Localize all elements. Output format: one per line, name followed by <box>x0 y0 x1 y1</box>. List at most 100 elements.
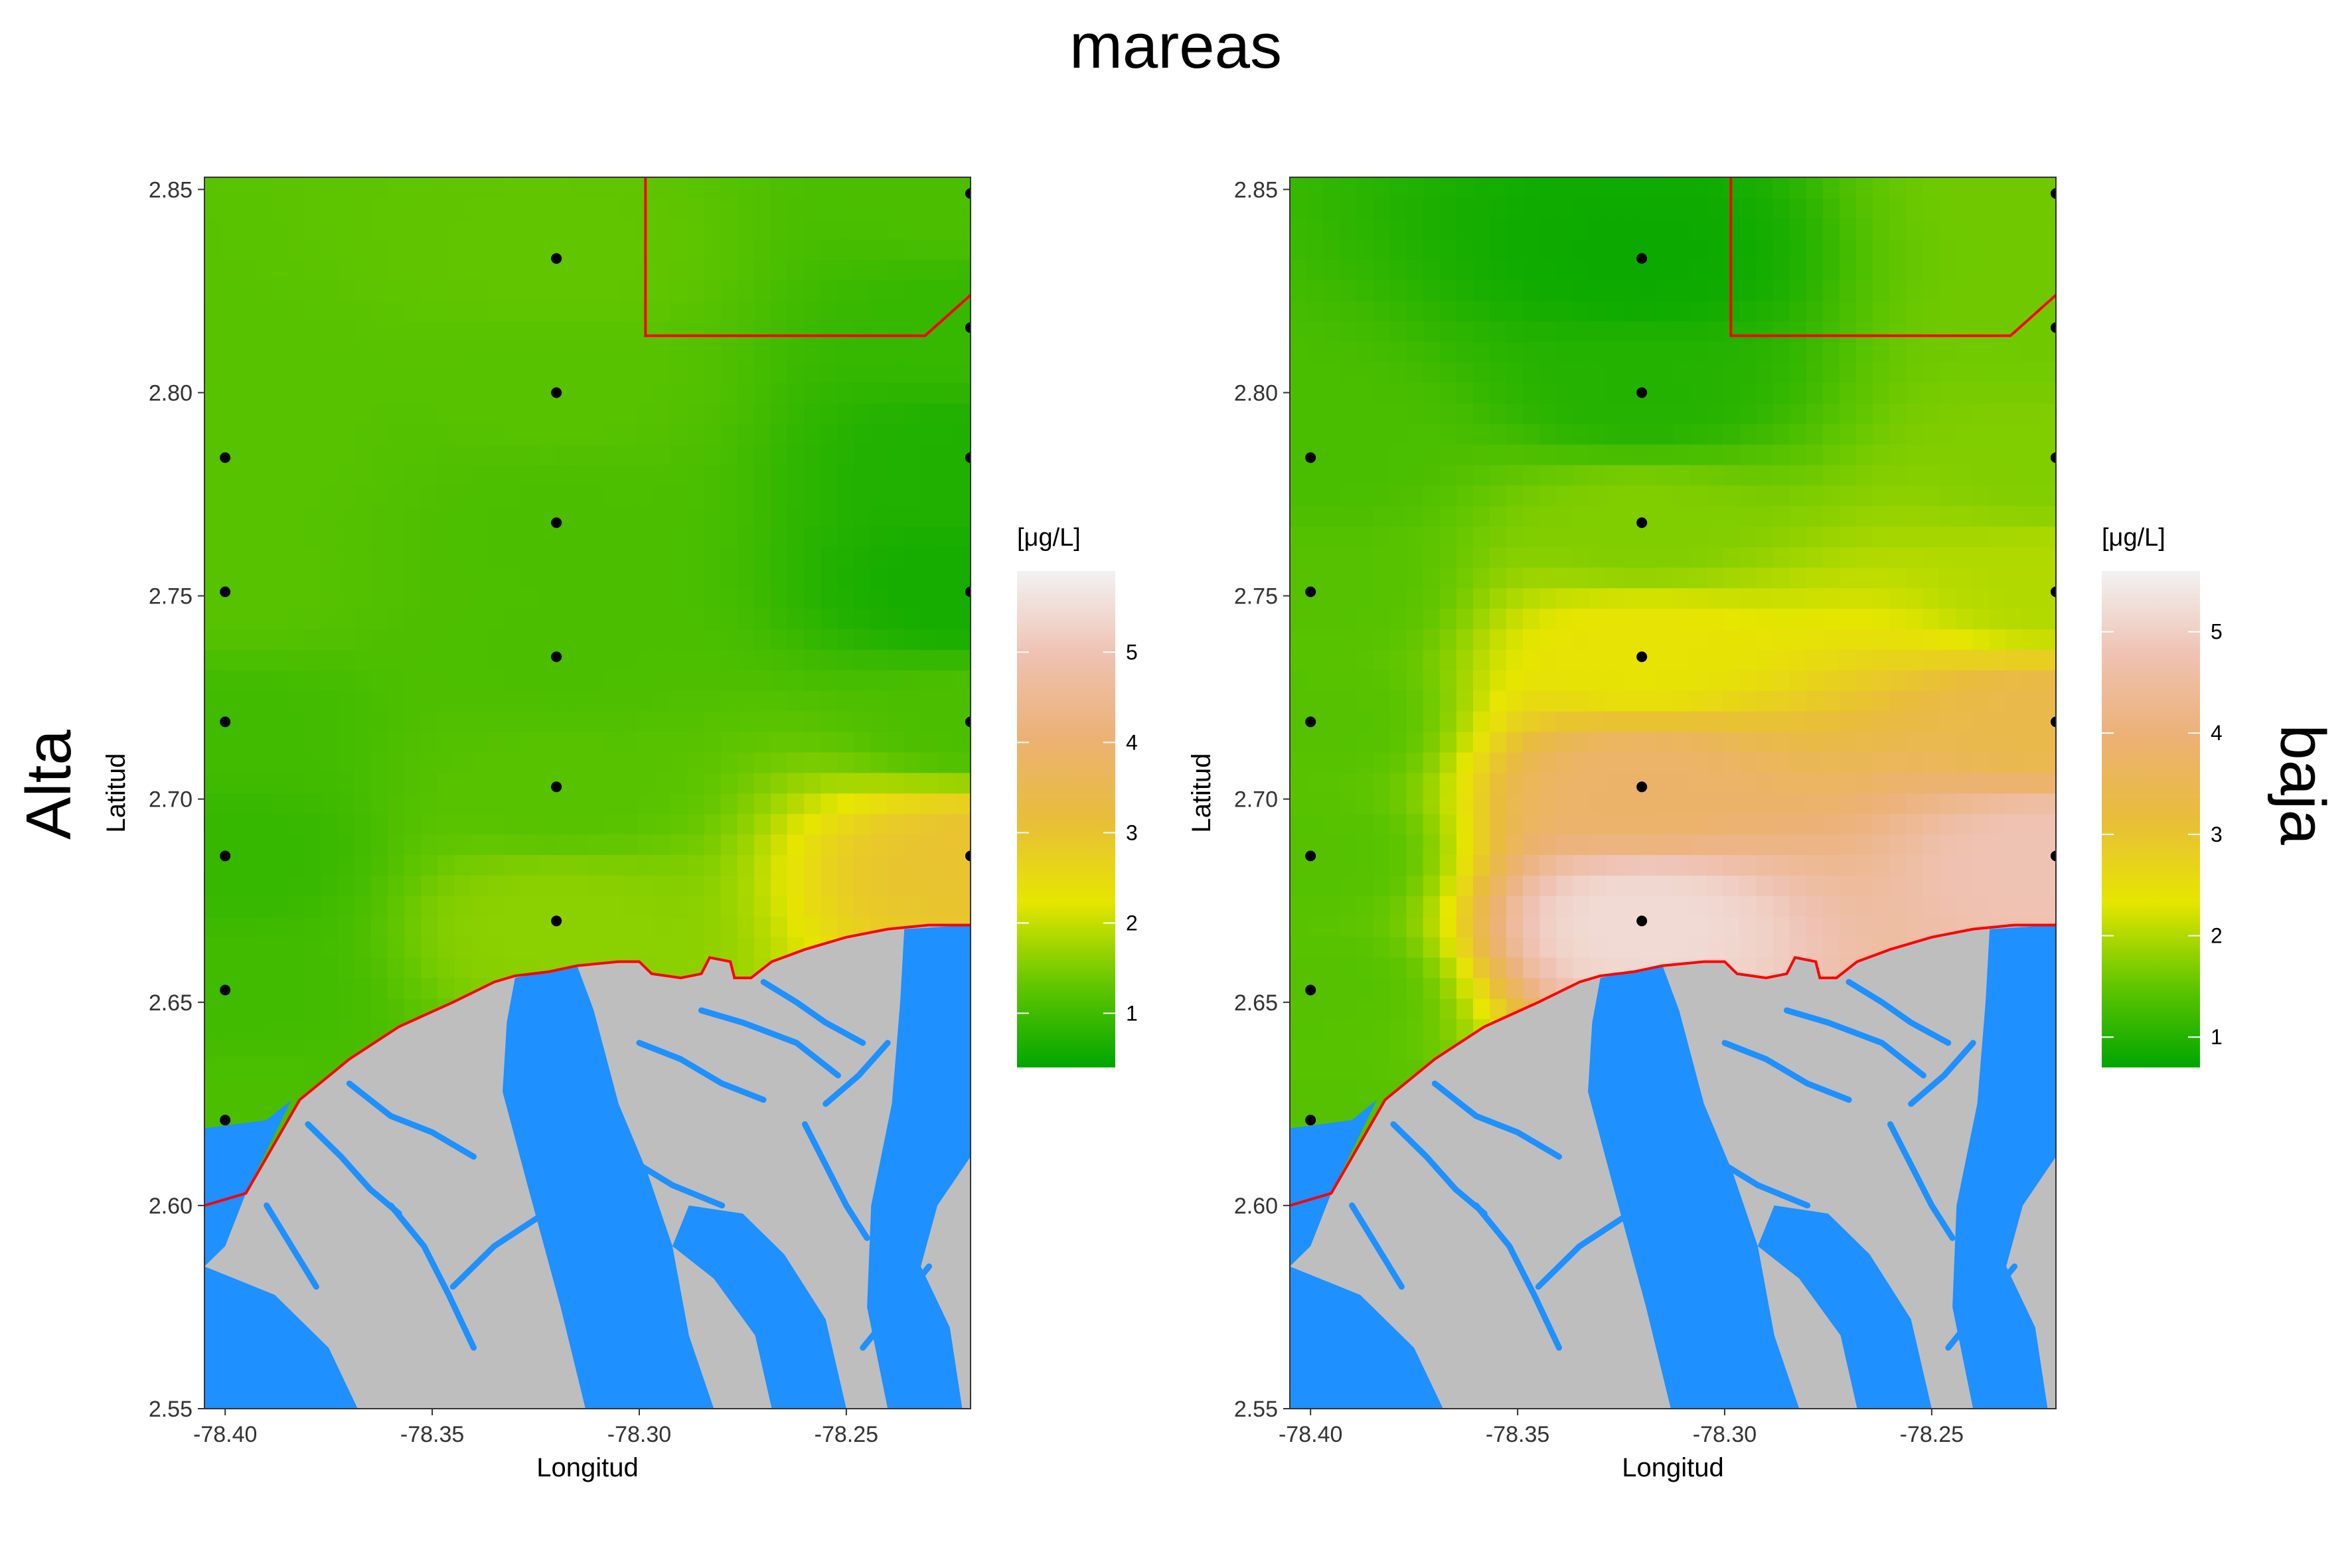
heatmap-cell <box>953 793 971 815</box>
heatmap-cell <box>1706 936 1724 958</box>
heatmap-cell <box>1356 546 1374 568</box>
heatmap-cell <box>287 403 305 424</box>
heatmap-cell <box>504 813 522 835</box>
heatmap-cell <box>720 710 738 732</box>
heatmap-cell <box>1989 793 2007 815</box>
heatmap-cell <box>1290 464 1307 486</box>
heatmap-cell <box>1589 588 1607 609</box>
heatmap-cell <box>1972 731 1990 753</box>
heatmap-cell <box>487 772 505 794</box>
station-point <box>551 253 562 264</box>
legend-tick-label: 4 <box>1126 730 1138 754</box>
heatmap-cell <box>1523 875 1541 896</box>
heatmap-cell <box>1989 710 2007 732</box>
heatmap-cell <box>271 259 289 281</box>
heatmap-cell <box>1556 936 1574 958</box>
heatmap-cell <box>454 464 472 486</box>
heatmap-cell <box>570 238 588 260</box>
heatmap-cell <box>1423 977 1441 999</box>
heatmap-cell <box>821 546 838 568</box>
heatmap-cell <box>1473 690 1490 712</box>
heatmap-cell <box>304 834 322 855</box>
heatmap-cell <box>1490 957 1507 979</box>
heatmap-cell <box>421 485 438 507</box>
heatmap-cell <box>854 710 872 732</box>
heatmap-cell <box>1856 916 1873 937</box>
heatmap-cell <box>437 854 455 876</box>
heatmap-cell <box>804 526 821 548</box>
creek <box>449 1202 560 1290</box>
heatmap-cell <box>2039 731 2056 753</box>
heatmap-cell <box>337 464 355 486</box>
heatmap-cell <box>204 588 222 609</box>
heatmap-cell <box>1406 567 1424 589</box>
heatmap-cell <box>1723 751 1741 773</box>
heatmap-cell <box>753 936 771 958</box>
heatmap-cell <box>937 834 955 855</box>
heatmap-cell <box>604 649 621 670</box>
heatmap-cell <box>1856 526 1873 548</box>
heatmap-cell <box>1723 464 1741 486</box>
heatmap-cell <box>920 690 938 712</box>
heatmap-cell <box>321 957 339 979</box>
heatmap-cell <box>787 670 805 691</box>
heatmap-cell <box>337 300 355 322</box>
heatmap-cell <box>1856 670 1873 691</box>
heatmap-cell <box>337 916 355 937</box>
heatmap-cell <box>2039 464 2056 486</box>
heatmap-cell <box>1673 608 1690 629</box>
heatmap-cell <box>937 485 955 507</box>
heatmap-cell <box>753 197 771 219</box>
heatmap-cell <box>821 588 838 609</box>
heatmap-cell <box>687 238 705 260</box>
heatmap-cell <box>304 710 322 732</box>
heatmap-cell <box>1656 608 1674 629</box>
heatmap-cell <box>1439 977 1457 999</box>
heatmap-cell <box>753 238 771 260</box>
heatmap-cell <box>1939 875 1957 896</box>
heatmap-cell <box>1373 772 1391 794</box>
heatmap-cell <box>238 977 256 999</box>
heatmap-cell <box>1389 813 1407 835</box>
heatmap-cell <box>421 321 438 343</box>
heatmap-cell <box>304 567 322 589</box>
heatmap-cell <box>1439 464 1457 486</box>
heatmap-cell <box>520 505 538 527</box>
heatmap-cell <box>821 238 838 260</box>
heatmap-cell <box>937 546 955 568</box>
heatmap-cell <box>1389 1059 1407 1081</box>
heatmap-cell <box>837 793 855 815</box>
heatmap-cell <box>1673 649 1690 670</box>
heatmap-cell <box>1906 813 1924 835</box>
heatmap-cell <box>271 321 289 343</box>
heatmap-cell <box>471 197 489 219</box>
heatmap-cell <box>621 197 639 219</box>
heatmap-cell <box>520 238 538 260</box>
heatmap-cell <box>1473 957 1490 979</box>
heatmap-cell <box>388 629 405 650</box>
heatmap-cell <box>670 710 688 732</box>
heatmap-cell <box>1856 793 1873 815</box>
heatmap-cell <box>554 690 572 712</box>
heatmap-cell <box>370 772 388 794</box>
heatmap-cell <box>870 321 888 343</box>
heatmap-cell <box>753 608 771 629</box>
heatmap-cell <box>1606 464 1624 486</box>
heatmap-cell <box>1856 649 1873 670</box>
heatmap-cell <box>1673 854 1690 876</box>
heatmap-cell <box>804 875 821 896</box>
heatmap-cell <box>621 731 639 753</box>
heatmap-cell <box>787 300 805 322</box>
heatmap-cell <box>1922 731 1940 753</box>
heatmap-cell <box>337 731 355 753</box>
heatmap-cell <box>637 403 655 424</box>
heatmap-cell <box>720 382 738 404</box>
heatmap-cell <box>1373 751 1391 773</box>
heatmap-cell <box>1772 813 1790 835</box>
heatmap-cell <box>471 546 489 568</box>
heatmap-cell <box>1389 793 1407 815</box>
heatmap-cell <box>1340 793 1358 815</box>
heatmap-cell <box>1906 485 1924 507</box>
heatmap-cell <box>1822 670 1840 691</box>
heatmap-cell <box>1323 875 1341 896</box>
